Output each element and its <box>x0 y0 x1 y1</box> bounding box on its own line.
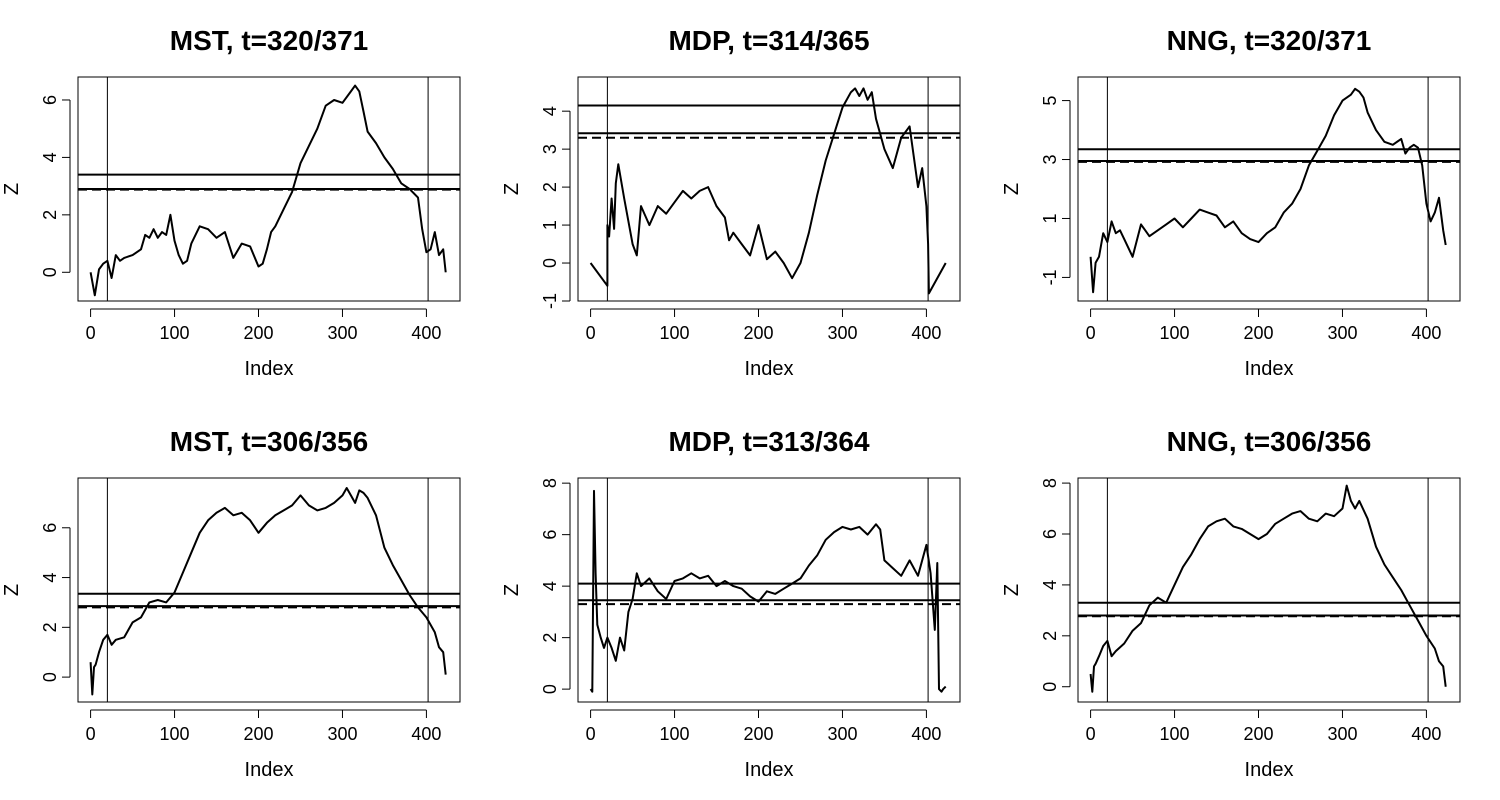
panel-5: MDP, t=313/364 0 100 200 300 400 0 2 4 6 8 Index Z <box>501 426 961 781</box>
y-tick-label: 3 <box>540 144 560 154</box>
x-tick-label: 100 <box>160 724 190 744</box>
x-tick-label: 0 <box>86 724 96 744</box>
x-axis-label: Index <box>245 759 294 781</box>
plot-frame <box>77 477 461 703</box>
y-tick-label: 4 <box>1040 580 1060 590</box>
y-tick-label: 4 <box>40 152 60 162</box>
x-axis-label: Index <box>745 358 794 380</box>
y-axis-label: Z <box>501 584 523 596</box>
scan-statistic-line <box>89 84 447 297</box>
x-tick-label: 300 <box>1327 724 1357 744</box>
y-tick-label: 4 <box>40 573 60 583</box>
x-tick-label: 300 <box>827 724 857 744</box>
y-tick-label: 2 <box>40 622 60 632</box>
x-tick-label: 0 <box>586 724 596 744</box>
x-axis-label: Index <box>1245 358 1294 380</box>
scan-statistic-line <box>1089 484 1447 693</box>
y-tick-label: 0 <box>540 684 560 694</box>
y-tick-label: 1 <box>1040 213 1060 223</box>
y-tick-label: 6 <box>40 95 60 105</box>
y-tick-label: 2 <box>1040 631 1060 641</box>
x-axis-label: Index <box>1245 759 1294 781</box>
y-axis-label: Z <box>1001 584 1023 596</box>
panel-6: NNG, t=306/356 0 100 200 300 400 0 2 4 6 8 Index Z <box>1001 426 1461 781</box>
y-tick-label: 2 <box>540 633 560 643</box>
panel-title: MST, t=320/371 <box>170 25 368 56</box>
scan-statistic-line <box>589 489 947 693</box>
x-axis-label: Index <box>745 759 794 781</box>
y-axis-label: Z <box>501 183 523 195</box>
y-tick-label: 0 <box>40 267 60 277</box>
y-tick-label: 0 <box>540 258 560 268</box>
x-tick-label: 400 <box>911 323 941 343</box>
x-tick-label: 200 <box>743 724 773 744</box>
scan-statistic-line <box>589 87 947 295</box>
y-tick-label: 6 <box>1040 529 1060 539</box>
panel-2: MDP, t=314/365 0 100 200 300 400 -1 0 1 2 3 4 Index Z <box>501 25 961 380</box>
x-tick-label: 400 <box>411 323 441 343</box>
x-tick-label: 300 <box>1327 323 1357 343</box>
x-tick-label: 300 <box>327 323 357 343</box>
y-tick-label: 2 <box>540 182 560 192</box>
y-tick-label: 8 <box>540 478 560 488</box>
x-tick-label: 200 <box>243 724 273 744</box>
x-tick-label: 300 <box>827 323 857 343</box>
x-tick-label: 400 <box>911 724 941 744</box>
x-tick-label: 100 <box>160 323 190 343</box>
y-tick-label: -1 <box>1040 269 1060 285</box>
y-tick-label: 0 <box>40 672 60 682</box>
y-tick-label: 2 <box>40 210 60 220</box>
y-tick-label: 1 <box>540 220 560 230</box>
panel-title: MST, t=306/356 <box>170 426 368 457</box>
x-tick-label: 300 <box>327 724 357 744</box>
y-tick-label: 5 <box>1040 96 1060 106</box>
plot-frame <box>1077 477 1461 703</box>
panel-title: MDP, t=314/365 <box>668 25 869 56</box>
x-tick-label: 200 <box>1243 323 1273 343</box>
plot-frame <box>577 477 961 703</box>
x-tick-label: 0 <box>586 323 596 343</box>
x-tick-label: 400 <box>1411 724 1441 744</box>
x-axis-label: Index <box>245 358 294 380</box>
panel-1: MST, t=320/371 0 100 200 300 400 0 2 4 6 Index Z <box>1 25 461 380</box>
y-axis-label: Z <box>1001 183 1023 195</box>
panel-title: MDP, t=313/364 <box>668 426 869 457</box>
panel-title: NNG, t=306/356 <box>1167 426 1372 457</box>
y-tick-label: 6 <box>540 530 560 540</box>
x-tick-label: 400 <box>1411 323 1441 343</box>
scan-statistic-line <box>1089 87 1447 294</box>
x-tick-label: 0 <box>1086 323 1096 343</box>
y-axis-label: Z <box>1 584 23 596</box>
x-tick-label: 100 <box>660 724 690 744</box>
plot-frame <box>1077 76 1461 302</box>
x-tick-label: 400 <box>411 724 441 744</box>
panel-4: MST, t=306/356 0 100 200 300 400 0 2 4 6 Index Z <box>1 426 461 781</box>
plot-frame <box>577 76 961 302</box>
y-axis-label: Z <box>1 183 23 195</box>
y-tick-label: 4 <box>540 106 560 116</box>
x-tick-label: 100 <box>660 323 690 343</box>
y-tick-label: 6 <box>40 523 60 533</box>
y-tick-label: 8 <box>1040 478 1060 488</box>
scan-statistic-line <box>89 487 447 696</box>
x-tick-label: 100 <box>1160 323 1190 343</box>
x-tick-label: 200 <box>743 323 773 343</box>
panel-title: NNG, t=320/371 <box>1167 25 1372 56</box>
x-tick-label: 0 <box>86 323 96 343</box>
panel-3: NNG, t=320/371 0 100 200 300 400 -1 1 3 5 Index Z <box>1001 25 1461 380</box>
y-tick-label: -1 <box>540 293 560 309</box>
x-tick-label: 100 <box>1160 724 1190 744</box>
x-tick-label: 200 <box>243 323 273 343</box>
x-tick-label: 0 <box>1086 724 1096 744</box>
x-tick-label: 200 <box>1243 724 1273 744</box>
y-tick-label: 4 <box>540 581 560 591</box>
y-tick-label: 3 <box>1040 155 1060 165</box>
y-tick-label: 0 <box>1040 682 1060 692</box>
